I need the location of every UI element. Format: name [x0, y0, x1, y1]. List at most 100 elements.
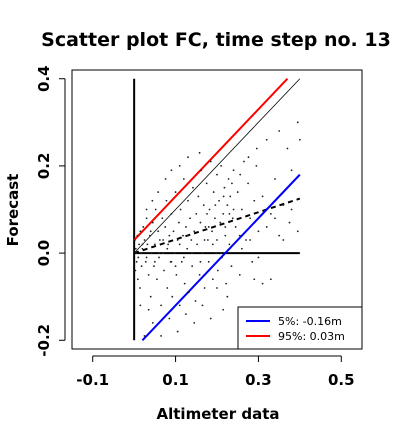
data-point [154, 208, 157, 211]
data-point [226, 295, 229, 298]
data-point [178, 165, 181, 167]
data-point [234, 226, 237, 228]
data-point [198, 151, 201, 154]
data-point [206, 212, 208, 215]
data-point [195, 212, 198, 215]
data-point [197, 195, 200, 198]
data-point [191, 265, 194, 268]
data-point [134, 239, 136, 241]
data-point [145, 256, 148, 259]
data-point [141, 247, 144, 250]
data-point [232, 208, 235, 211]
data-point [149, 295, 152, 298]
data-point [200, 169, 203, 172]
data-point [142, 226, 145, 228]
x-tick-label: 0.3 [245, 371, 272, 389]
data-point [140, 252, 143, 254]
data-point [228, 212, 231, 215]
data-point [230, 265, 233, 268]
data-point [166, 287, 169, 289]
chart-title: Scatter plot FC, time step no. 13 [41, 29, 391, 51]
data-point [179, 208, 182, 211]
data-point [203, 287, 206, 289]
data-point [144, 260, 147, 263]
data-point [238, 234, 241, 237]
data-point [222, 308, 225, 311]
data-point [136, 234, 139, 237]
data-point [269, 278, 272, 281]
data-point [239, 173, 242, 176]
data-point [178, 243, 181, 246]
data-point [207, 226, 210, 228]
data-point [212, 191, 215, 193]
upper-95-line [133, 78, 289, 241]
data-point [138, 243, 141, 246]
data-point [193, 230, 196, 233]
data-point [247, 156, 250, 159]
data-point [220, 252, 223, 254]
data-point [278, 234, 281, 237]
data-point [224, 234, 227, 237]
plot-area [133, 78, 301, 341]
data-point [168, 317, 171, 320]
data-point [231, 182, 233, 185]
data-point [196, 243, 199, 246]
data-point [157, 191, 160, 193]
data-point [170, 212, 173, 215]
one-to-one-line [133, 78, 301, 254]
data-point [222, 195, 225, 198]
data-point [240, 208, 243, 211]
data-point [158, 256, 160, 259]
data-point [206, 239, 209, 241]
data-point [177, 221, 180, 224]
data-point [214, 204, 217, 207]
data-point [136, 278, 139, 281]
data-point [240, 247, 243, 250]
data-point [232, 243, 235, 246]
data-point [153, 265, 155, 268]
data-point [170, 169, 173, 172]
data-point [211, 243, 214, 246]
data-point [231, 217, 234, 220]
data-point [255, 165, 258, 167]
data-point [193, 321, 196, 324]
data-point [269, 212, 272, 215]
data-point [186, 247, 189, 250]
data-point [274, 178, 276, 180]
data-point [238, 273, 241, 276]
data-point [209, 160, 212, 163]
data-point [201, 304, 204, 307]
data-point [148, 234, 151, 237]
data-point [162, 239, 165, 241]
data-point [278, 130, 281, 132]
data-point [232, 169, 235, 172]
data-point [226, 204, 229, 207]
data-point [153, 260, 156, 263]
data-point [135, 252, 138, 254]
data-point [185, 313, 187, 316]
data-point [187, 234, 189, 237]
data-point [180, 260, 183, 263]
data-point [282, 204, 285, 207]
data-point [216, 173, 218, 176]
data-point [187, 291, 190, 294]
legend-label: 5%: -0.16m [278, 315, 342, 328]
data-point [257, 230, 260, 233]
y-tick-label: -0.2 [35, 324, 53, 357]
data-point [225, 282, 228, 285]
data-point [257, 256, 260, 259]
data-point [215, 252, 218, 254]
data-point [274, 217, 276, 220]
data-point [229, 195, 232, 198]
data-point [296, 230, 299, 233]
data-point [286, 147, 289, 150]
data-point [265, 226, 268, 228]
data-point [146, 243, 149, 246]
data-point [182, 178, 185, 180]
data-point [220, 165, 223, 167]
data-point [191, 252, 194, 254]
data-point [182, 234, 184, 237]
data-point [216, 287, 218, 289]
data-point [178, 304, 181, 307]
data-point [214, 217, 216, 220]
